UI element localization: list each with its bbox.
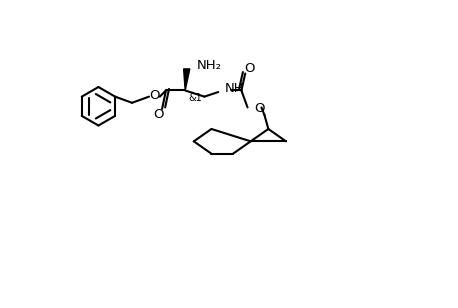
Text: NH₂: NH₂ [197,59,222,72]
Polygon shape [184,69,190,91]
Text: NH: NH [224,83,244,95]
Text: O: O [154,108,164,121]
Text: &1: &1 [188,93,202,103]
Text: O: O [245,62,255,75]
Text: O: O [255,102,265,115]
Text: O: O [149,89,160,102]
